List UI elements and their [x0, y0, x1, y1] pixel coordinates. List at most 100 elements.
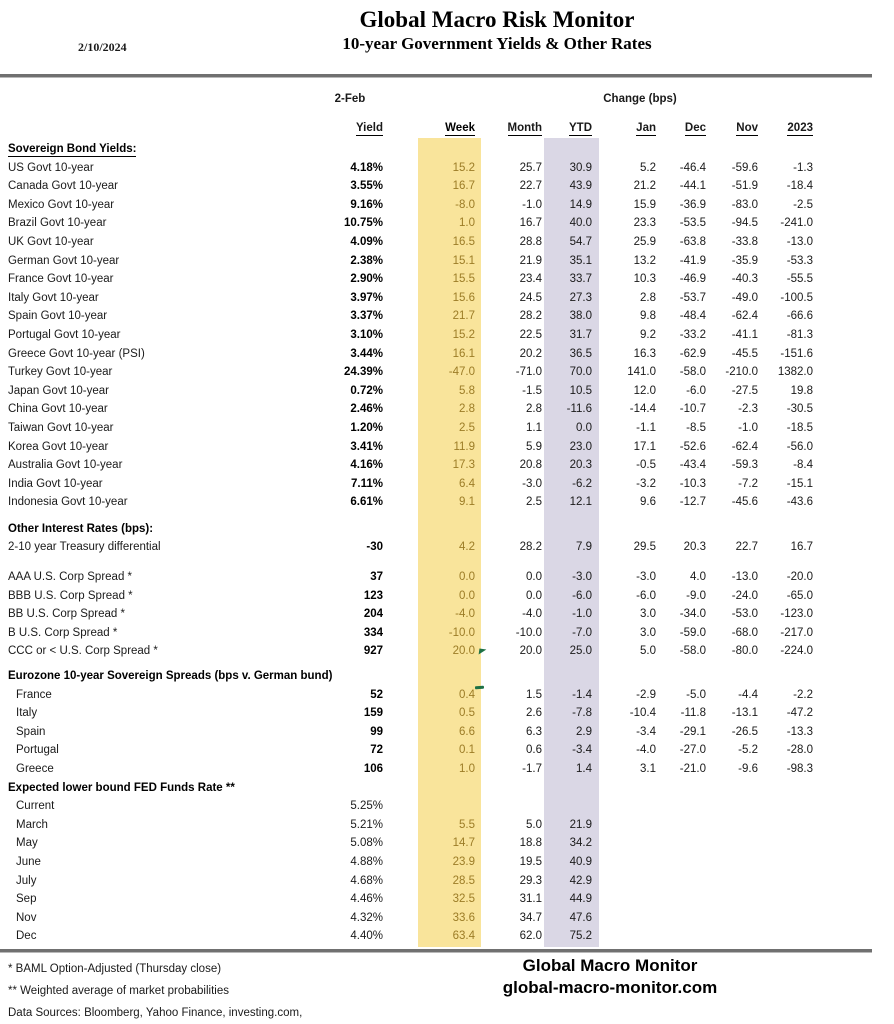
cell-jan: -1.1: [636, 421, 656, 434]
cell-month: 28.8: [519, 235, 542, 248]
table-row: Taiwan Govt 10-year 1.20% 2.5 1.1 0.0 -1.1 -8.…: [0, 419, 840, 438]
cell-jan: -6.0: [636, 589, 656, 602]
table-row: Australia Govt 10-year 4.16% 17.3 20.8 20.3 -…: [0, 456, 840, 475]
table-row: Korea Govt 10-year 3.41% 11.9 5.9 23.0 17.1 -5…: [0, 438, 840, 457]
cell-ytd: 33.7: [569, 273, 592, 286]
cell-week: 32.5: [452, 893, 475, 906]
cell-week: 4.2: [459, 541, 475, 554]
cell-y2023: [758, 927, 813, 946]
cell-yield: 6.61%: [350, 496, 383, 509]
cell-jan: 3.0: [640, 608, 656, 621]
column-header-month: Month: [507, 122, 542, 136]
cell-nov: -62.4: [731, 310, 758, 323]
column-header-row: Yield Week Month YTD Jan Dec Nov 2023: [0, 119, 813, 138]
cell-jan: 12.0: [633, 384, 656, 397]
cell-y2023: -1.3: [793, 161, 813, 174]
cell-y2023: -241.0: [780, 217, 813, 230]
cell-nov: -7.2: [738, 477, 758, 490]
cell-month: 23.4: [519, 273, 542, 286]
cell-month: 18.8: [519, 837, 542, 850]
cell-week: 5.8: [459, 384, 475, 397]
row-label: BBB U.S. Corp Spread *: [8, 589, 133, 602]
cell-yield: 4.68%: [350, 874, 383, 887]
cell-jan: 21.2: [633, 180, 656, 193]
cell-ytd: -1.0: [572, 608, 592, 621]
cell-nov: -41.1: [731, 328, 758, 341]
row-label: March: [16, 818, 48, 831]
column-header-ytd: YTD: [569, 122, 592, 136]
cell-nov: -83.0: [731, 198, 758, 211]
table-row: Italy 159 0.5 2.6 -7.8 -10.4 -11.8 -13.1 -47.2: [0, 704, 840, 723]
title-block: Global Macro Risk Monitor 10-year Govern…: [110, 6, 884, 55]
cell-month: 21.9: [519, 254, 542, 267]
row-label: CCC or < U.S. Corp Spread *: [8, 645, 158, 658]
bottom-rule: [0, 949, 872, 953]
cell-y2023: -13.3: [786, 725, 813, 738]
cell-nov: [706, 853, 758, 872]
cell-yield: 72: [370, 744, 383, 757]
cell-nov: [706, 816, 758, 835]
cell-month: 29.3: [519, 874, 542, 887]
cell-nov: [706, 834, 758, 853]
row-label: China Govt 10-year: [8, 403, 108, 416]
row-label: France Govt 10-year: [8, 273, 114, 286]
row-label: Spain: [16, 725, 46, 738]
cell-dec: -10.7: [679, 403, 706, 416]
cell-ytd: 35.1: [569, 254, 592, 267]
cell-dec: -58.0: [679, 645, 706, 658]
cell-y2023: [758, 797, 813, 816]
cell-nov: -4.4: [738, 688, 758, 701]
row-label: Nov: [16, 911, 37, 924]
column-header-week: Week: [445, 122, 475, 136]
cell-week: 21.7: [452, 310, 475, 323]
cell-y2023: -151.6: [780, 347, 813, 360]
cell-nov: -13.0: [731, 571, 758, 584]
cell-ytd: 44.9: [569, 893, 592, 906]
cell-dec: -46.4: [679, 161, 706, 174]
cell-yield: 37: [370, 571, 383, 584]
cell-month: -4.0: [522, 608, 542, 621]
cell-jan: 5.0: [640, 645, 656, 658]
table-row: July 4.68% 28.5 29.3 42.9: [0, 872, 840, 891]
row-label: German Govt 10-year: [8, 254, 120, 267]
cell-week: 20.0: [452, 645, 475, 658]
table-row: Japan Govt 10-year 0.72% 5.8 -1.5 10.5 12.0 -6…: [0, 382, 840, 401]
row-label: Korea Govt 10-year: [8, 440, 109, 453]
table-rows: Sovereign Bond Yields: US Govt 10-year 4.1…: [0, 140, 840, 946]
cell-yield: 334: [363, 626, 383, 639]
cell-dec: -34.0: [679, 608, 706, 621]
column-header-nov: Nov: [736, 122, 758, 136]
cell-dec: [656, 890, 706, 909]
cell-y2023: [758, 890, 813, 909]
cell-week: 0.5: [459, 707, 475, 720]
cell-ytd: 54.7: [569, 235, 592, 248]
row-label: Sep: [16, 893, 37, 906]
table-row: France 52 0.4 1.5 -1.4 -2.9 -5.0 -4.4 -2.2: [0, 686, 840, 705]
cell-month: 20.8: [519, 459, 542, 472]
table-row: Indonesia Govt 10-year 6.61% 9.1 2.5 12.1 9.6…: [0, 493, 840, 512]
cell-y2023: 19.8: [790, 384, 813, 397]
cell-yield: 3.41%: [350, 440, 383, 453]
cell-jan: -2.9: [636, 688, 656, 701]
cell-month: -1.5: [522, 384, 542, 397]
cell-jan: -10.4: [629, 707, 656, 720]
cell-dec: -41.9: [679, 254, 706, 267]
cell-nov: [706, 927, 758, 946]
row-label: June: [16, 855, 41, 868]
table-row: CCC or < U.S. Corp Spread * 927 20.0 20.0 25…: [0, 642, 840, 661]
cell-month: 16.7: [519, 217, 542, 230]
cell-ytd: -7.8: [572, 707, 592, 720]
cell-yield: 4.16%: [350, 459, 383, 472]
cell-jan: 25.9: [633, 235, 656, 248]
cell-dec: -8.5: [686, 421, 706, 434]
row-label: Japan Govt 10-year: [8, 384, 110, 397]
cell-week: 15.2: [452, 328, 475, 341]
cell-week: 14.7: [452, 837, 475, 850]
cell-nov: -2.3: [738, 403, 758, 416]
cell-jan: [592, 890, 656, 909]
cell-jan: [592, 816, 656, 835]
cell-y2023: [758, 834, 813, 853]
section-header: Eurozone 10-year Sovereign Spreads (bps …: [0, 667, 840, 686]
cell-week: 2.8: [459, 403, 475, 416]
